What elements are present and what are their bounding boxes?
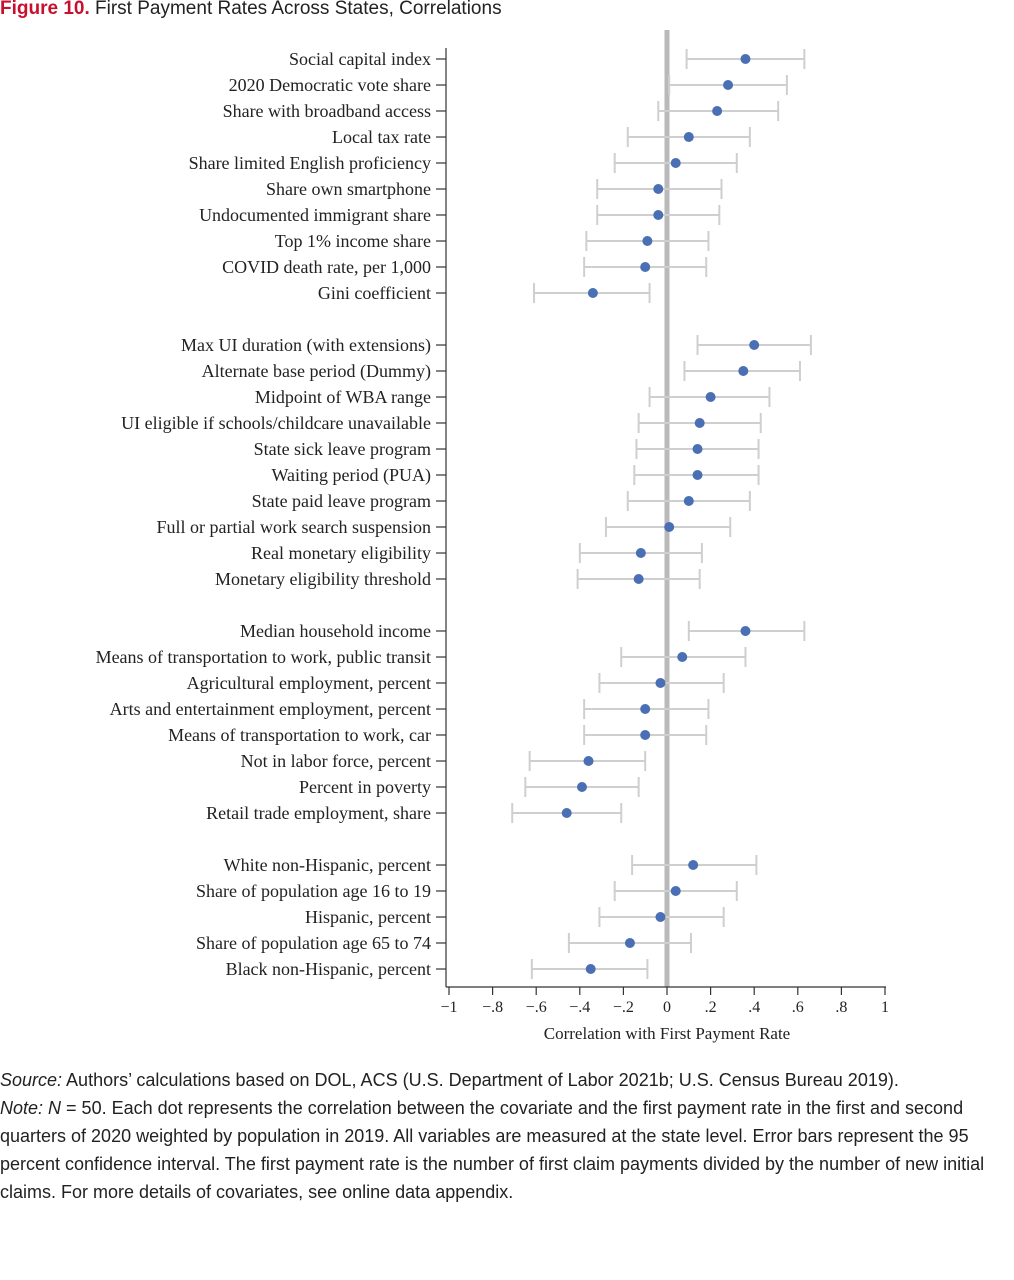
correlation-point — [670, 158, 681, 168]
row-label: State paid leave program — [252, 491, 431, 511]
row-label: Share with broadband access — [223, 101, 431, 121]
correlation-point — [655, 678, 666, 688]
row-label: Social capital index — [289, 49, 431, 69]
x-tick-label: −.4 — [569, 999, 590, 1016]
note-text: = 50. Each dot represents the correlatio… — [0, 1098, 985, 1202]
row-label: Midpoint of WBA range — [255, 387, 431, 407]
row-label: State sick leave program — [254, 439, 431, 459]
correlation-point — [692, 470, 703, 480]
row-label: Share of population age 65 to 74 — [196, 933, 431, 953]
row-label: Share of population age 16 to 19 — [196, 881, 431, 901]
x-tick-label: 1 — [881, 999, 889, 1016]
correlation-point — [653, 184, 664, 194]
source-text: Authors’ calculations based on DOL, ACS … — [62, 1070, 899, 1090]
correlation-point — [694, 418, 705, 428]
correlation-point — [664, 522, 675, 532]
row-label: Median household income — [240, 621, 431, 641]
correlation-point — [633, 574, 644, 584]
correlation-point — [585, 964, 596, 974]
x-tick-label: 0 — [663, 999, 671, 1016]
row-label: Gini coefficient — [318, 283, 431, 303]
correlation-point — [692, 444, 703, 454]
correlation-point — [561, 808, 572, 818]
row-label: Hispanic, percent — [305, 907, 431, 927]
row-label: Top 1% income share — [275, 231, 431, 251]
note-n: N — [48, 1098, 62, 1118]
correlation-point — [624, 938, 635, 948]
row-label: Not in labor force, percent — [241, 751, 431, 771]
x-tick-label: .2 — [705, 999, 717, 1016]
row-label: Waiting period (PUA) — [271, 465, 431, 486]
correlation-point — [587, 288, 598, 298]
row-label: Percent in poverty — [299, 777, 431, 797]
correlation-point — [640, 730, 651, 740]
source-label: Source: — [0, 1070, 63, 1090]
figure-title-text: First Payment Rates Across States, Corre… — [95, 0, 502, 19]
correlation-point — [740, 626, 751, 636]
correlation-point — [723, 80, 734, 90]
source-note: Source: Authors’ calculations based on D… — [0, 1066, 1010, 1094]
row-label: Arts and entertainment employment, perce… — [110, 699, 431, 719]
correlation-point — [670, 886, 681, 896]
row-label: Max UI duration (with extensions) — [181, 335, 431, 356]
row-label: Agricultural employment, percent — [187, 673, 431, 693]
x-tick-label: .6 — [792, 999, 804, 1016]
correlation-dot-plot: Social capital index 2020 Democratic vote… — [96, 30, 889, 1043]
correlation-point — [583, 756, 594, 766]
correlation-point — [635, 548, 646, 558]
correlation-point — [642, 236, 653, 246]
row-label: Black non-Hispanic, percent — [226, 959, 431, 979]
row-label: Real monetary eligibility — [251, 543, 431, 563]
row-label: Share limited English proficiency — [189, 153, 431, 173]
row-label: Retail trade employment, share — [206, 803, 431, 823]
x-tick-label: −.6 — [526, 999, 547, 1016]
figure-number: Figure 10. — [0, 0, 90, 19]
correlation-point — [688, 860, 699, 870]
correlation-point — [683, 496, 694, 506]
correlation-point — [576, 782, 587, 792]
row-label: Undocumented immigrant share — [199, 205, 431, 225]
row-label: White non-Hispanic, percent — [224, 855, 431, 875]
correlation-point — [640, 704, 651, 714]
row-label: 2020 Democratic vote share — [229, 75, 431, 95]
row-label: COVID death rate, per 1,000 — [222, 257, 431, 277]
correlation-point — [712, 106, 723, 116]
figure-notes: Source: Authors’ calculations based on D… — [0, 1066, 1010, 1206]
correlation-point — [705, 392, 716, 402]
row-label: Full or partial work search suspension — [157, 517, 431, 537]
note-label: Note: — [0, 1098, 44, 1118]
x-tick-label: −.8 — [482, 999, 503, 1016]
note-text-block: Note: N = 50. Each dot represents the co… — [0, 1094, 1010, 1206]
correlation-point — [683, 132, 694, 142]
row-label: Share own smartphone — [266, 179, 431, 199]
correlation-point — [738, 366, 749, 376]
figure-title: Figure 10. First Payment Rates Across St… — [0, 0, 502, 20]
x-axis-label: Correlation with First Payment Rate — [544, 1024, 790, 1043]
correlation-point — [640, 262, 651, 272]
correlation-point — [677, 652, 688, 662]
x-tick-label: .4 — [748, 999, 760, 1016]
row-label: Local tax rate — [332, 127, 431, 147]
row-label: Monetary eligibility threshold — [215, 569, 431, 589]
correlation-point — [740, 54, 751, 64]
row-label: Means of transportation to work, public … — [96, 647, 431, 667]
correlation-point — [749, 340, 760, 350]
correlation-point — [655, 912, 666, 922]
correlation-point — [653, 210, 664, 220]
x-tick-label: −1 — [440, 999, 457, 1016]
row-label: Alternate base period (Dummy) — [202, 361, 431, 382]
row-label: UI eligible if schools/childcare unavail… — [121, 413, 431, 433]
x-tick-label: −.2 — [613, 999, 634, 1016]
row-label: Means of transportation to work, car — [168, 725, 431, 745]
x-tick-label: .8 — [835, 999, 847, 1016]
